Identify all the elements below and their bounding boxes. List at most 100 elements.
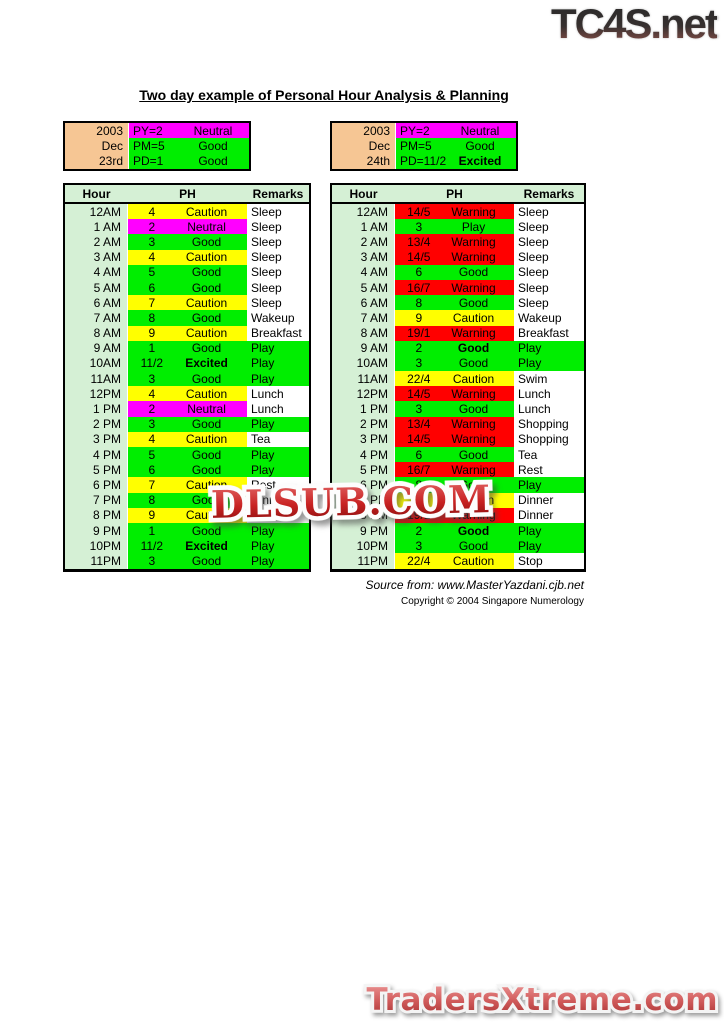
ph-cell: 22/4 Caution (395, 371, 514, 387)
ph-value: 6 (415, 447, 423, 462)
table-row: 4 AM 5 Good Sleep (65, 264, 309, 280)
ph-status: Caution (443, 493, 505, 507)
table-row: 8 AM 19/1 Warning Breakfast (332, 325, 584, 341)
table-row: 12AM 4 Caution Sleep (65, 204, 309, 220)
remark-cell: Wakeup (514, 310, 584, 326)
ph-status: Good (458, 538, 489, 553)
tc4s-logo: TC4S.net TC4S.net (551, 3, 719, 45)
hour-cell: 10PM (332, 538, 395, 554)
hour-cell: 9 PM (65, 522, 128, 539)
ph-status: Warning (451, 386, 496, 401)
remark-cell: Wakeup (247, 310, 309, 326)
remark-cell: Sleep (247, 264, 309, 280)
remark-cell: Play (514, 355, 584, 372)
remark-cell: Breakfast (247, 325, 309, 341)
ph-status: Good (191, 280, 222, 295)
ph-status: Warning (451, 326, 496, 341)
table-row: 7 AM 9 Caution Wakeup (332, 310, 584, 326)
info-ph-cell: PY=2 Neutral (396, 123, 516, 139)
source-block: Source from: www.MasterYazdani.cjb.net C… (0, 578, 584, 607)
table-row: 1 PM 2 Neutral Lunch (65, 401, 309, 417)
hour-cell: 12AM (65, 204, 128, 220)
info-date-cell: Dec (65, 138, 129, 154)
info-date-cell: 23rd (65, 153, 129, 169)
table-row: 3 AM 14/5 Warning Sleep (332, 249, 584, 265)
ph-cell: 5 Good (128, 447, 247, 463)
ph-value: 4 (148, 432, 156, 447)
ph-value: 2 (415, 341, 423, 356)
ph-cell: 2 Neutral (128, 401, 247, 417)
hour-cell: 2 PM (65, 416, 128, 432)
ph-cell: 13/4 Warning (395, 416, 514, 432)
tradersxtreme-logo-text: TradersXtreme.com (366, 982, 718, 1018)
ph-value: 3 (415, 219, 423, 234)
remark-cell: Sleep (514, 279, 584, 296)
ph-status: Caution (185, 295, 228, 310)
ph-status: Good (191, 553, 222, 568)
remark-cell: Play (514, 477, 584, 493)
hour-cell: 1 AM (65, 219, 128, 235)
ph-value: 5 (148, 447, 156, 462)
info-date-cell: 24th (332, 153, 396, 169)
ph-status: Good (458, 356, 489, 371)
table-row: 8 PM19/1WarningDinner (332, 507, 584, 523)
hour-cell: 12PM (332, 386, 395, 402)
table-row: 2 PM 13/4 Warning Shopping (332, 416, 584, 432)
ph-status: Good (443, 478, 505, 492)
ph-value: 6 (415, 265, 423, 280)
header-hour: Hour (82, 186, 111, 201)
table-row: 9 PM 1 Good Play (65, 522, 309, 539)
remark-cell: Sleep (247, 219, 309, 235)
remark-cell: Sleep (514, 204, 584, 220)
hour-cell: 11PM (65, 553, 128, 569)
remark-cell: Sleep (247, 249, 309, 265)
ph-status: Warning (451, 280, 496, 295)
hour-cell: 4 PM (65, 447, 128, 463)
hour-cell: 10AM (332, 355, 395, 372)
table-row: 3 PM 4 Caution Tea (65, 431, 309, 447)
remark-cell: Sleep (514, 264, 584, 280)
table-row: 11AM 3 Good Play (65, 371, 309, 387)
remark-cell: Play (247, 371, 309, 387)
remark-cell: Stop (514, 553, 584, 569)
remark-cell: Play (247, 538, 309, 554)
table-row: 4 AM 6 Good Sleep (332, 264, 584, 280)
table-row: 12AM 14/5 Warning Sleep (332, 204, 584, 220)
remark-cell: Play (514, 340, 584, 356)
ph-cell: 1 Good (128, 340, 247, 356)
ph-status: Neutral (187, 402, 226, 417)
ph-cell: 2 Good (395, 522, 514, 539)
remark-cell: Sleep (514, 249, 584, 265)
table-row: 6 PM8GoodPlay (332, 477, 584, 493)
info-code: PM=5 (133, 138, 165, 153)
table-row: 12PM 4 Caution Lunch (65, 386, 309, 402)
ph-status: Good (191, 493, 222, 508)
ph-value: 9 (148, 508, 156, 523)
remark-cell: Play (247, 522, 309, 539)
ph-cell: 4 Caution (128, 204, 247, 220)
info-row: Dec PM=5 Good (332, 138, 516, 154)
remark-cell: Tea (247, 431, 309, 447)
remark-cell: Rest (247, 477, 309, 493)
info-row: 23rd PD=1 Good (65, 153, 249, 169)
remark-cell: Sleep (514, 295, 584, 311)
info-date-cell: 2003 (332, 123, 396, 139)
tradersxtreme-logo-outline: TradersXtreme.com (363, 982, 720, 1019)
remark-cell: Play (514, 522, 584, 539)
table-row: 10PM 3 Good Play (332, 538, 584, 554)
ph-status: Good (191, 462, 222, 477)
hour-cell: 11AM (332, 371, 395, 387)
hour-cell: 1 AM (332, 219, 395, 235)
remark-cell: Play (247, 416, 309, 432)
hour-cell: 5 AM (332, 279, 395, 296)
hour-cell: 2 AM (65, 234, 128, 250)
info-status: Neutral (460, 123, 500, 138)
ph-value: 19/1 (407, 326, 431, 341)
hour-cell: 8 PM (65, 507, 128, 523)
day-info-table: 2003 PY=2 Neutral Dec PM=5 Good 23rd PD=1 Good (63, 121, 251, 171)
hour-cell: 7 AM (332, 310, 395, 326)
hour-cell: 12PM (65, 386, 128, 402)
